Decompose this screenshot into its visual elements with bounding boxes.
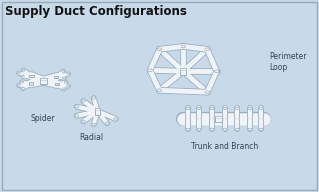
Bar — [181, 68, 186, 70]
Bar — [29, 83, 33, 85]
Circle shape — [148, 69, 152, 72]
Bar — [215, 116, 222, 122]
Circle shape — [63, 77, 66, 79]
Circle shape — [64, 81, 67, 83]
Circle shape — [223, 128, 226, 131]
Bar — [95, 108, 100, 110]
Circle shape — [67, 73, 70, 75]
Bar — [55, 83, 59, 85]
Circle shape — [181, 45, 186, 48]
Circle shape — [223, 107, 226, 109]
Circle shape — [157, 89, 162, 92]
Circle shape — [105, 122, 109, 124]
Circle shape — [17, 72, 20, 74]
Text: Perimeter
Loop: Perimeter Loop — [269, 52, 307, 72]
Circle shape — [22, 69, 25, 71]
Circle shape — [259, 107, 263, 109]
Circle shape — [186, 107, 190, 109]
Text: Trunk and Branch: Trunk and Branch — [191, 142, 258, 151]
Bar — [95, 108, 100, 115]
Circle shape — [205, 91, 209, 94]
Circle shape — [66, 85, 70, 87]
Bar — [40, 78, 47, 84]
Bar — [55, 83, 59, 84]
Circle shape — [214, 70, 219, 73]
Circle shape — [235, 128, 239, 131]
Circle shape — [235, 107, 239, 109]
Circle shape — [17, 84, 20, 86]
Circle shape — [210, 107, 214, 109]
Circle shape — [75, 106, 78, 108]
Circle shape — [114, 118, 118, 120]
Circle shape — [248, 128, 252, 131]
Circle shape — [157, 48, 162, 51]
Circle shape — [205, 48, 209, 51]
Circle shape — [210, 128, 214, 131]
Circle shape — [197, 128, 201, 131]
Text: Radial: Radial — [79, 133, 103, 142]
Circle shape — [186, 128, 190, 131]
Circle shape — [81, 120, 85, 123]
Circle shape — [21, 87, 25, 89]
Bar — [29, 75, 33, 77]
Circle shape — [197, 107, 201, 109]
Circle shape — [75, 115, 78, 117]
Bar — [40, 78, 47, 79]
Bar — [215, 116, 222, 118]
Circle shape — [92, 123, 96, 126]
Circle shape — [92, 97, 96, 99]
Bar — [54, 76, 58, 78]
Text: Spider: Spider — [31, 114, 56, 123]
Circle shape — [248, 107, 252, 109]
Circle shape — [259, 128, 263, 131]
Circle shape — [81, 100, 85, 102]
Circle shape — [62, 88, 65, 90]
Circle shape — [21, 75, 24, 77]
Text: Supply Duct Configurations: Supply Duct Configurations — [5, 5, 187, 18]
Circle shape — [62, 70, 65, 72]
Circle shape — [20, 81, 24, 83]
Bar — [181, 68, 186, 75]
